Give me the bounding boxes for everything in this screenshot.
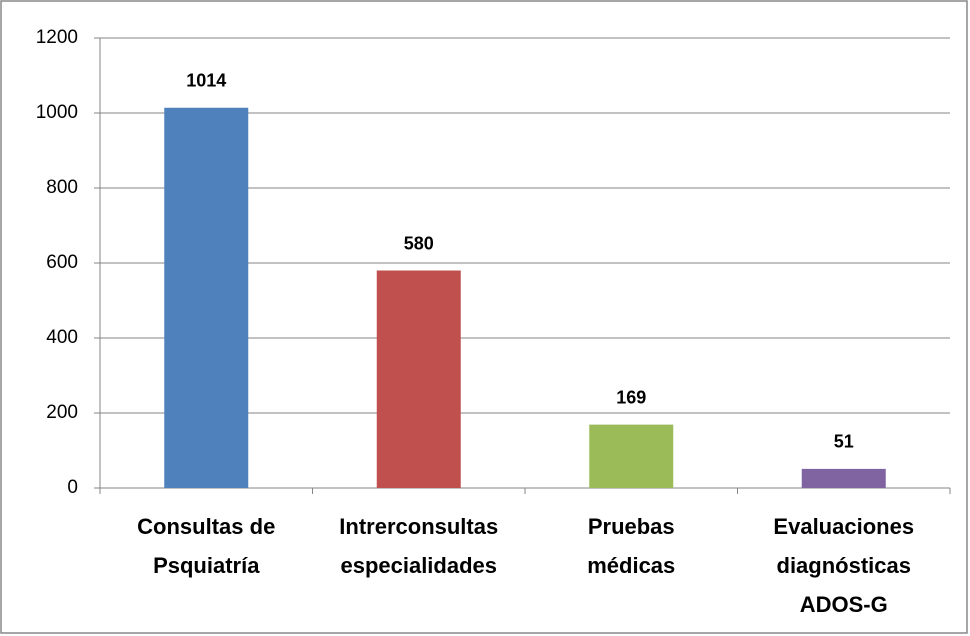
x-tick-label-line: especialidades (340, 553, 497, 578)
x-tick-label-line: Evaluaciones (773, 514, 914, 539)
bar (801, 468, 886, 488)
x-tick-label: Evaluaciones diagnósticas ADOS-G (773, 514, 914, 617)
data-label: 169 (616, 387, 646, 407)
y-tick-label: 200 (46, 402, 78, 423)
x-tick-label-line: Consultas de (137, 514, 275, 539)
x-tick-label: Pruebas médicas (587, 514, 675, 578)
y-tick-label: 800 (46, 177, 78, 198)
x-tick-label-line: ADOS-G (800, 592, 888, 617)
bar (164, 107, 249, 488)
x-tick-label-line: Psquiatría (153, 553, 260, 578)
y-tick-label: 0 (67, 477, 78, 498)
bar (376, 270, 461, 488)
x-tick-label-line: Pruebas (588, 514, 675, 539)
bar (589, 424, 674, 488)
y-tick-label: 1200 (36, 27, 78, 48)
data-label: 580 (404, 233, 434, 253)
x-tick-label-line: diagnósticas (777, 553, 911, 578)
x-tick-label-line: Intrerconsultas (339, 514, 498, 539)
y-tick-label: 600 (46, 252, 78, 273)
x-tick-label: Intrerconsultas especialidades (339, 514, 498, 578)
x-tick-label-line: médicas (587, 553, 675, 578)
data-label: 1014 (186, 71, 226, 91)
data-label: 51 (834, 432, 854, 452)
x-tick-label: Consultas de Psquiatría (137, 514, 275, 578)
y-tick-label: 1000 (36, 102, 78, 123)
y-tick-label: 400 (46, 327, 78, 348)
